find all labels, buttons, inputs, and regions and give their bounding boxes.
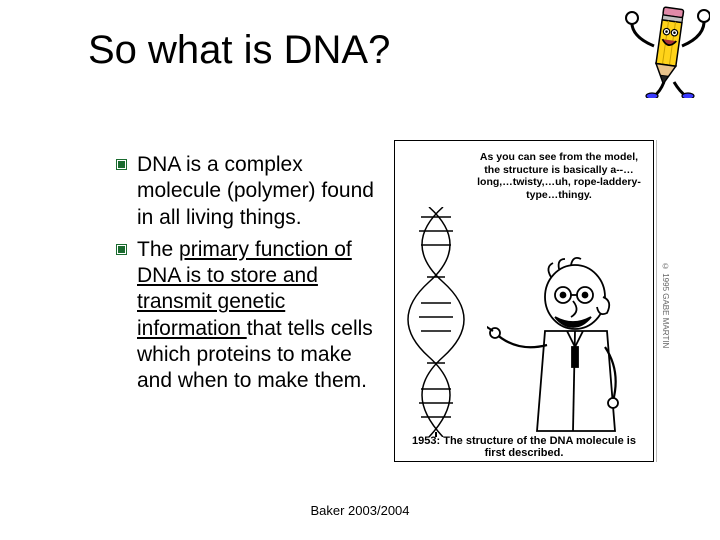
pencil-mascot-icon xyxy=(624,0,710,98)
cartoon-panel: As you can see from the model, the struc… xyxy=(394,140,654,462)
bullet-text-2: The primary function of DNA is to store … xyxy=(137,237,376,395)
bullet-text-1: DNA is a complex molecule (polymer) foun… xyxy=(137,152,376,231)
cartoon-inner: As you can see from the model, the struc… xyxy=(399,145,649,435)
bullet-item-2: The primary function of DNA is to store … xyxy=(116,237,376,395)
bullet-item-1: DNA is a complex molecule (polymer) foun… xyxy=(116,152,376,231)
cartoon-caption: 1953: The structure of the DNA molecule … xyxy=(395,435,653,459)
professor-icon xyxy=(487,253,637,433)
bullet-marker-icon xyxy=(116,244,127,255)
bullet-marker-icon xyxy=(116,159,127,170)
slide-title: So what is DNA? xyxy=(88,28,390,73)
bullet-2-pre: The xyxy=(137,238,179,261)
cartoon-speech-bubble: As you can see from the model, the struc… xyxy=(475,151,643,201)
cartoon-copyright: © 1995 GABE MARTIN xyxy=(656,140,670,462)
dna-helix-icon xyxy=(407,207,465,437)
bullet-list: DNA is a complex molecule (polymer) foun… xyxy=(116,152,376,400)
footer-credit: Baker 2003/2004 xyxy=(0,503,720,518)
